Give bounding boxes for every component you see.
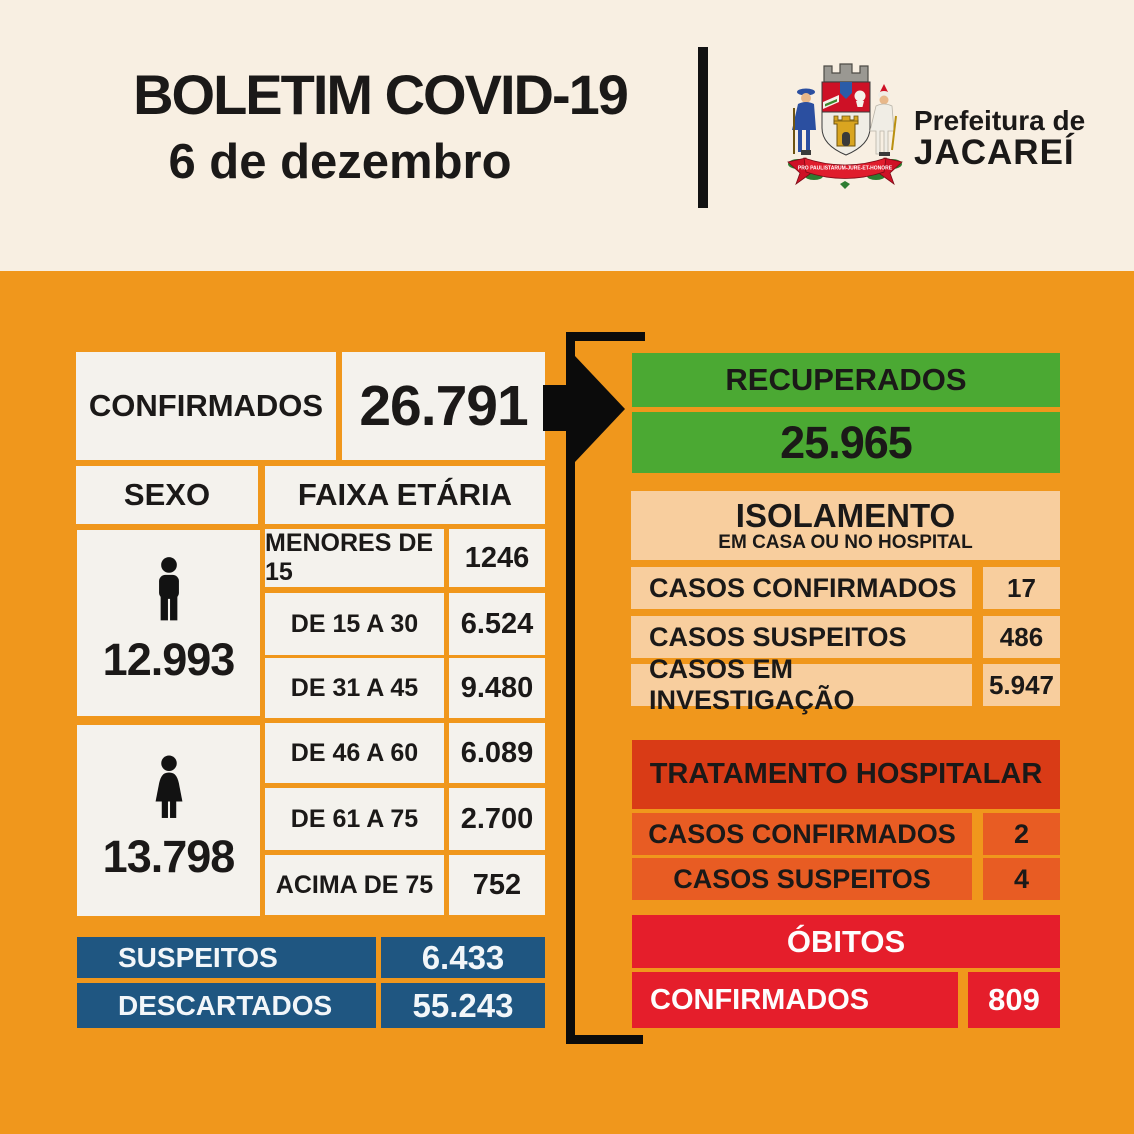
tratamento-header-bar: TRATAMENTO HOSPITALAR xyxy=(632,740,1060,809)
logo-prefeitura-text: Prefeitura de xyxy=(914,105,1086,136)
header-divider xyxy=(698,47,708,208)
age-row-value: 9.480 xyxy=(449,658,545,718)
bracket-bottom-stub xyxy=(566,1035,643,1044)
male-total-value: 12.993 xyxy=(102,634,236,685)
age-row-label: DE 31 A 45 xyxy=(265,658,444,718)
bulletin-date: 6 de dezembro xyxy=(168,135,512,189)
bracket-top-stub xyxy=(566,332,645,341)
suspeitos-value-bar: 6.433 xyxy=(381,937,545,978)
recuperados-value-bar: 25.965 xyxy=(632,412,1060,473)
age-row-label: ACIMA DE 75 xyxy=(265,855,444,915)
right-arrow-icon xyxy=(575,356,625,462)
age-row-label: DE 46 A 60 xyxy=(265,723,444,783)
age-row-value: 6.524 xyxy=(449,593,545,655)
tratamento-row-value: 2 xyxy=(983,813,1060,855)
isolamento-row-label: CASOS CONFIRMADOS xyxy=(631,567,972,609)
age-row-value: 6.089 xyxy=(449,723,545,783)
faixa-etaria-header-card: FAIXA ETÁRIA xyxy=(265,466,545,524)
isolamento-row-value: 17 xyxy=(983,567,1060,609)
age-row-label: DE 15 A 30 xyxy=(265,593,444,655)
sexo-header-card: SEXO xyxy=(76,466,258,524)
obitos-header-bar: ÓBITOS xyxy=(632,915,1060,968)
confirmados-label-card: CONFIRMADOS xyxy=(76,352,336,460)
female-total-value: 13.798 xyxy=(102,831,236,882)
age-row-value: 2.700 xyxy=(449,788,545,850)
age-row-value: 752 xyxy=(449,855,545,915)
isolamento-title: ISOLAMENTO xyxy=(735,496,956,534)
obitos-row-label: CONFIRMADOS xyxy=(632,972,958,1028)
suspeitos-label-bar: SUSPEITOS xyxy=(77,937,376,978)
arrow-tail xyxy=(543,385,575,431)
page-title: BOLETIM COVID-19 xyxy=(133,63,629,126)
age-row-label: MENORES DE 15 xyxy=(265,529,444,587)
logo-text: Prefeitura de JACAREÍ xyxy=(914,106,1085,172)
confirmados-value-card: 26.791 xyxy=(342,352,545,460)
isolamento-row-label: CASOS EM INVESTIGAÇÃO xyxy=(631,654,972,715)
female-icon xyxy=(155,755,182,818)
female-total-card: 13.798 xyxy=(77,725,260,916)
isolamento-row-value: 5.947 xyxy=(983,664,1060,706)
age-row-value: 1246 xyxy=(449,529,545,587)
male-icon xyxy=(158,557,179,621)
obitos-row-value: 809 xyxy=(968,972,1060,1028)
descartados-label-bar: DESCARTADOS xyxy=(77,983,376,1028)
logo-city-name: JACAREÍ xyxy=(914,133,1075,173)
male-total-card: 12.993 xyxy=(77,530,260,716)
isolamento-row-value: 486 xyxy=(983,616,1060,658)
city-crest-icon: PRO PAULISTARUM-JURE-ET-HONORE xyxy=(787,63,903,189)
isolamento-row-label: CASOS SUSPEITOS xyxy=(631,616,972,658)
isolamento-subtitle: EM CASA OU NO HOSPITAL xyxy=(718,531,973,553)
tratamento-row-value: 4 xyxy=(983,858,1060,900)
isolamento-header-card: ISOLAMENTO EM CASA OU NO HOSPITAL xyxy=(631,491,1060,560)
descartados-value-bar: 55.243 xyxy=(381,983,545,1028)
tratamento-row-label: CASOS SUSPEITOS xyxy=(632,858,972,900)
header-band: BOLETIM COVID-19 6 de dezembro xyxy=(0,0,1134,271)
bracket-vertical-line xyxy=(566,332,575,1044)
age-row-label: DE 61 A 75 xyxy=(265,788,444,850)
tratamento-row-label: CASOS CONFIRMADOS xyxy=(632,813,972,855)
recuperados-header-bar: RECUPERADOS xyxy=(632,353,1060,407)
crest-motto: PRO PAULISTARUM-JURE-ET-HONORE xyxy=(798,166,893,172)
